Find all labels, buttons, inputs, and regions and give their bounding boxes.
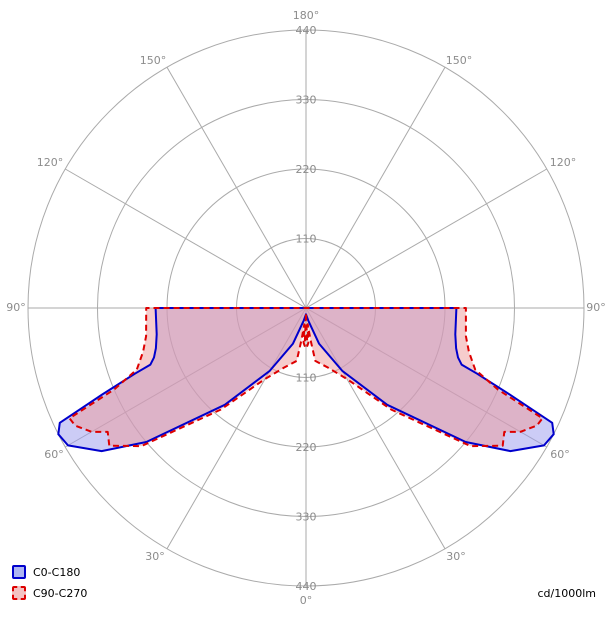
angle-label: 120° bbox=[37, 156, 64, 169]
radial-tick-label: 220 bbox=[296, 441, 317, 454]
angle-label: 60° bbox=[550, 448, 570, 461]
legend-item-c90-c270: C90-C270 bbox=[12, 586, 87, 600]
radial-tick-label: 110 bbox=[296, 233, 317, 246]
angle-label: 90° bbox=[586, 301, 606, 314]
angle-label: 150° bbox=[446, 54, 473, 67]
angle-label: 90° bbox=[6, 301, 26, 314]
series-layer bbox=[57, 307, 555, 453]
legend-label-c90-c270: C90-C270 bbox=[33, 586, 88, 600]
angle-label: 180° bbox=[293, 9, 320, 22]
radial-tick-label: 440 bbox=[296, 580, 317, 593]
legend-swatch-c0-c180 bbox=[12, 565, 26, 579]
series-line-c90-c270 bbox=[68, 307, 544, 448]
radial-tick-label: 110 bbox=[296, 372, 317, 385]
legend-label-c0-c180: C0-C180 bbox=[33, 565, 81, 579]
radial-tick-label: 440 bbox=[296, 24, 317, 37]
legend-item-c0-c180: C0-C180 bbox=[12, 565, 80, 579]
radial-tick-label: 220 bbox=[296, 163, 317, 176]
angle-label: 0° bbox=[300, 594, 313, 607]
series-fill-c90-c270 bbox=[69, 308, 543, 447]
tick-labels: 110 110 220 220 330 330 440 440 180° 150° 150° 120°… bbox=[6, 9, 606, 607]
angle-label: 30° bbox=[145, 550, 165, 563]
radial-tick-label: 330 bbox=[296, 94, 317, 107]
angle-label: 30° bbox=[446, 550, 466, 563]
radial-tick-label: 330 bbox=[296, 511, 317, 524]
angle-label: 120° bbox=[550, 156, 577, 169]
angle-label: 60° bbox=[44, 448, 64, 461]
unit-label: cd/1000lm bbox=[537, 587, 596, 600]
angle-label: 150° bbox=[140, 54, 167, 67]
legend-swatch-c90-c270 bbox=[12, 586, 26, 600]
